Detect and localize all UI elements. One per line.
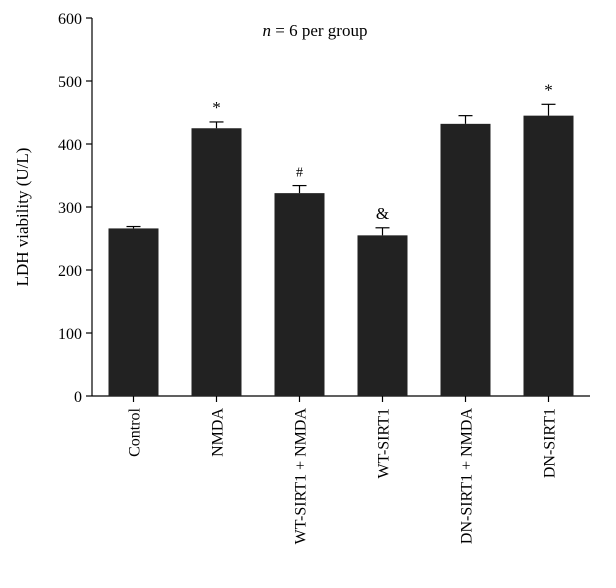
- x-tick-label: WT-SIRT1 + NMDA: [293, 408, 310, 545]
- bar: [191, 128, 242, 396]
- bar: [523, 115, 574, 397]
- x-tick-label: WT-SIRT1: [376, 408, 393, 478]
- y-tick-label: 400: [58, 137, 82, 154]
- significance-marker: *: [212, 98, 221, 117]
- y-tick-label: 600: [58, 11, 82, 28]
- bar: [440, 123, 491, 396]
- y-axis-label: LDH viability (U/L): [13, 148, 32, 287]
- x-tick-label: DN-SIRT1 + NMDA: [459, 408, 476, 545]
- annotation-rest: = 6 per group: [271, 21, 367, 40]
- annotation-n: n: [263, 21, 272, 40]
- bar: [274, 193, 325, 396]
- y-tick-label: 300: [58, 200, 82, 217]
- x-tick-label: Control: [127, 407, 144, 456]
- x-tick-label: NMDA: [210, 408, 227, 457]
- x-tick-label: DN-SIRT1: [542, 408, 559, 478]
- sample-size-annotation: n = 6 per group: [263, 21, 368, 40]
- significance-marker: #: [296, 166, 303, 181]
- significance-marker: *: [544, 80, 553, 99]
- y-tick-label: 100: [58, 326, 82, 343]
- y-tick-label: 200: [58, 263, 82, 280]
- significance-marker: &: [376, 204, 389, 223]
- y-tick-label: 0: [74, 389, 82, 406]
- y-tick-label: 500: [58, 74, 82, 91]
- bar: [108, 228, 159, 396]
- bar: [357, 235, 408, 396]
